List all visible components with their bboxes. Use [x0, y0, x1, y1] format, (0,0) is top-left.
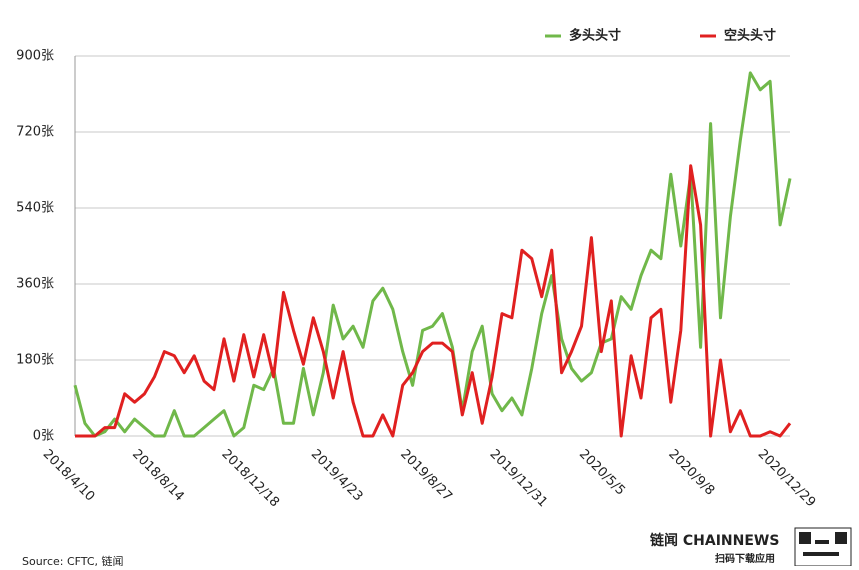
source-note: Source: CFTC, 链闻	[22, 554, 124, 566]
legend-label: 空头头寸	[724, 28, 776, 44]
x-tick-label: 2020/12/29	[755, 447, 819, 511]
legend-label: 多头头寸	[569, 28, 621, 44]
y-tick-label: 180张	[16, 353, 54, 368]
qr-code	[794, 527, 852, 567]
logo-tagline: 扫码下载应用	[715, 552, 775, 565]
y-tick-label: 540张	[16, 201, 54, 216]
x-tick-label: 2020/9/8	[665, 447, 717, 499]
x-tick-label: 2019/12/31	[487, 447, 551, 511]
y-tick-label: 360张	[16, 277, 54, 292]
x-tick-label: 2018/4/10	[40, 447, 98, 505]
x-tick-label: 2018/12/18	[218, 447, 282, 511]
y-tick-label: 900张	[16, 49, 54, 64]
x-tick-label: 2018/8/14	[129, 447, 187, 505]
data-line	[75, 164, 792, 438]
y-tick-label: 720张	[16, 125, 54, 140]
y-tick-label: 0张	[33, 429, 54, 444]
x-tick-label: 2019/4/23	[308, 447, 366, 505]
x-tick-label: 2020/5/5	[576, 447, 628, 499]
logo-name: 链闻 CHAINNEWS	[650, 532, 779, 549]
x-tick-label: 2019/8/27	[397, 447, 455, 505]
data-line	[73, 71, 792, 438]
